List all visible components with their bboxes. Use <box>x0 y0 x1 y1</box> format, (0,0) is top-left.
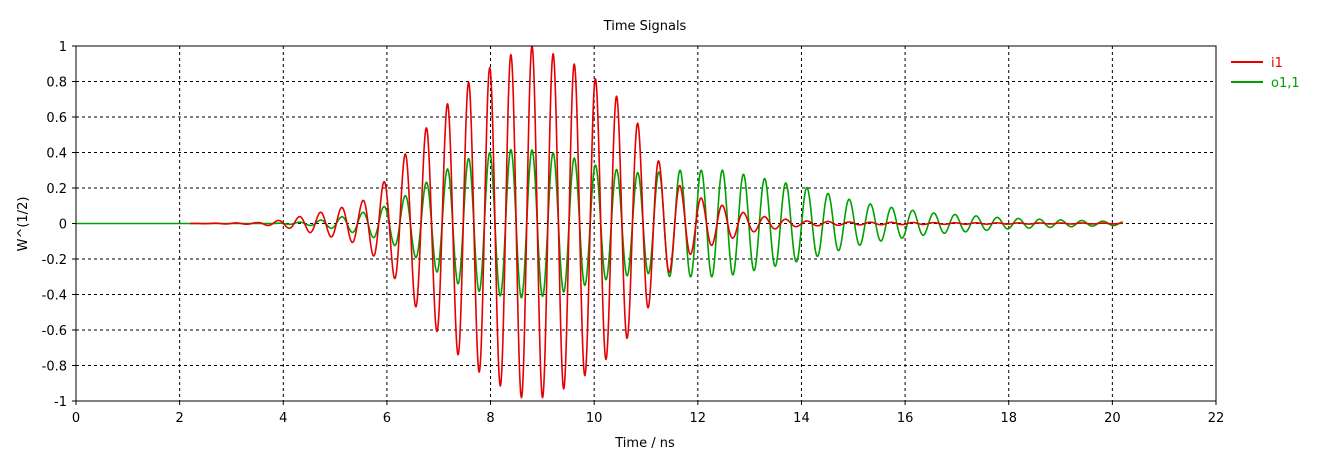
y-tick-label: -0.6 <box>42 324 67 339</box>
legend-label: i1 <box>1271 56 1283 71</box>
x-tick-label: 20 <box>1104 411 1121 426</box>
chart-title: Time Signals <box>603 19 687 34</box>
y-tick-label: 1 <box>59 40 67 55</box>
grid <box>72 45 1217 405</box>
y-tick-label: -0.4 <box>42 289 67 304</box>
y-tick-label: 0 <box>59 218 67 233</box>
series-line-i1 <box>190 46 1123 399</box>
y-tick-label: 0.8 <box>46 76 67 91</box>
x-axis-label: Time / ns <box>614 436 675 451</box>
x-tick-label: 2 <box>175 411 183 426</box>
legend-label: o1,1 <box>1271 76 1300 91</box>
x-tick-label: 0 <box>72 411 80 426</box>
x-tick-label: 16 <box>897 411 914 426</box>
y-tick-label: 0.4 <box>46 147 67 162</box>
x-tick-label: 10 <box>586 411 603 426</box>
y-tick-label: -0.8 <box>42 360 67 375</box>
y-tick-label: 0.6 <box>46 111 67 126</box>
y-tick-label: -0.2 <box>42 253 67 268</box>
x-tick-label: 4 <box>279 411 287 426</box>
x-tick-labels: 0 2 4 6 8 10 12 14 16 18 20 22 <box>72 411 1224 426</box>
x-tick-label: 14 <box>793 411 810 426</box>
y-axis-label: W^(1/2) <box>16 197 31 252</box>
legend: i1 o1,1 <box>1231 56 1300 91</box>
x-tick-label: 22 <box>1208 411 1225 426</box>
x-tick-label: 12 <box>690 411 707 426</box>
y-tick-label: -1 <box>54 395 67 410</box>
x-tick-label: 8 <box>486 411 494 426</box>
y-tick-labels: -1 -0.8 -0.6 -0.4 -0.2 0 0.2 0.4 0.6 0.8 1 <box>42 40 67 410</box>
plot-frame <box>75 45 1217 402</box>
series-layer <box>76 46 1123 399</box>
x-tick-label: 6 <box>383 411 391 426</box>
y-tick-label: 0.2 <box>46 182 67 197</box>
x-tick-label: 18 <box>1000 411 1017 426</box>
